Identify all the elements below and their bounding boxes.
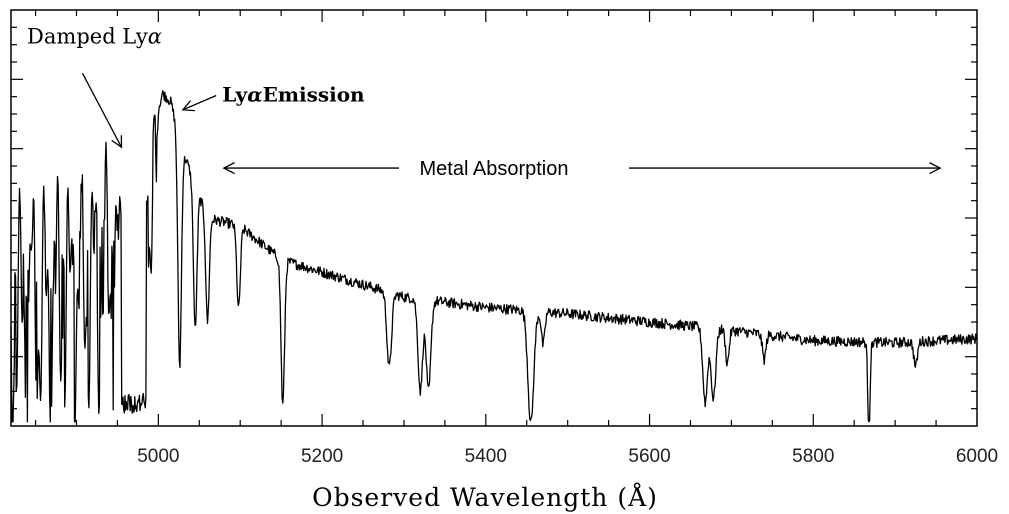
annotation-arrow-emission [182, 94, 217, 111]
arrow-head [111, 135, 123, 149]
arrow-head [222, 162, 235, 175]
arrow-head [181, 100, 195, 112]
x-tick-label: 5200 [301, 446, 343, 467]
x-tick-label: 5000 [137, 446, 179, 467]
spectrum-series-line [10, 90, 977, 423]
arrow-head [929, 162, 942, 175]
x-tick-label: 5400 [465, 446, 507, 467]
x-tick-label: 5800 [792, 446, 834, 467]
annotation-lya-emission: LyαEmission [222, 83, 365, 107]
x-axis-label: Observed Wavelength (Å) [312, 482, 658, 512]
annotation-metal-absorption: Metal Absorption [420, 158, 569, 180]
annotations: Damped Lyα LyαEmission Metal Absorption [27, 24, 942, 180]
x-tick-label: 5600 [628, 446, 670, 467]
annotation-damped-lya: Damped Lyα [27, 24, 162, 48]
x-tick-label: 6000 [956, 446, 998, 467]
x-tick-labels: 5000 5200 5400 5600 5800 6000 [137, 446, 998, 467]
plot-area-frame [10, 9, 978, 427]
annotation-arrow-damped [81, 72, 123, 148]
